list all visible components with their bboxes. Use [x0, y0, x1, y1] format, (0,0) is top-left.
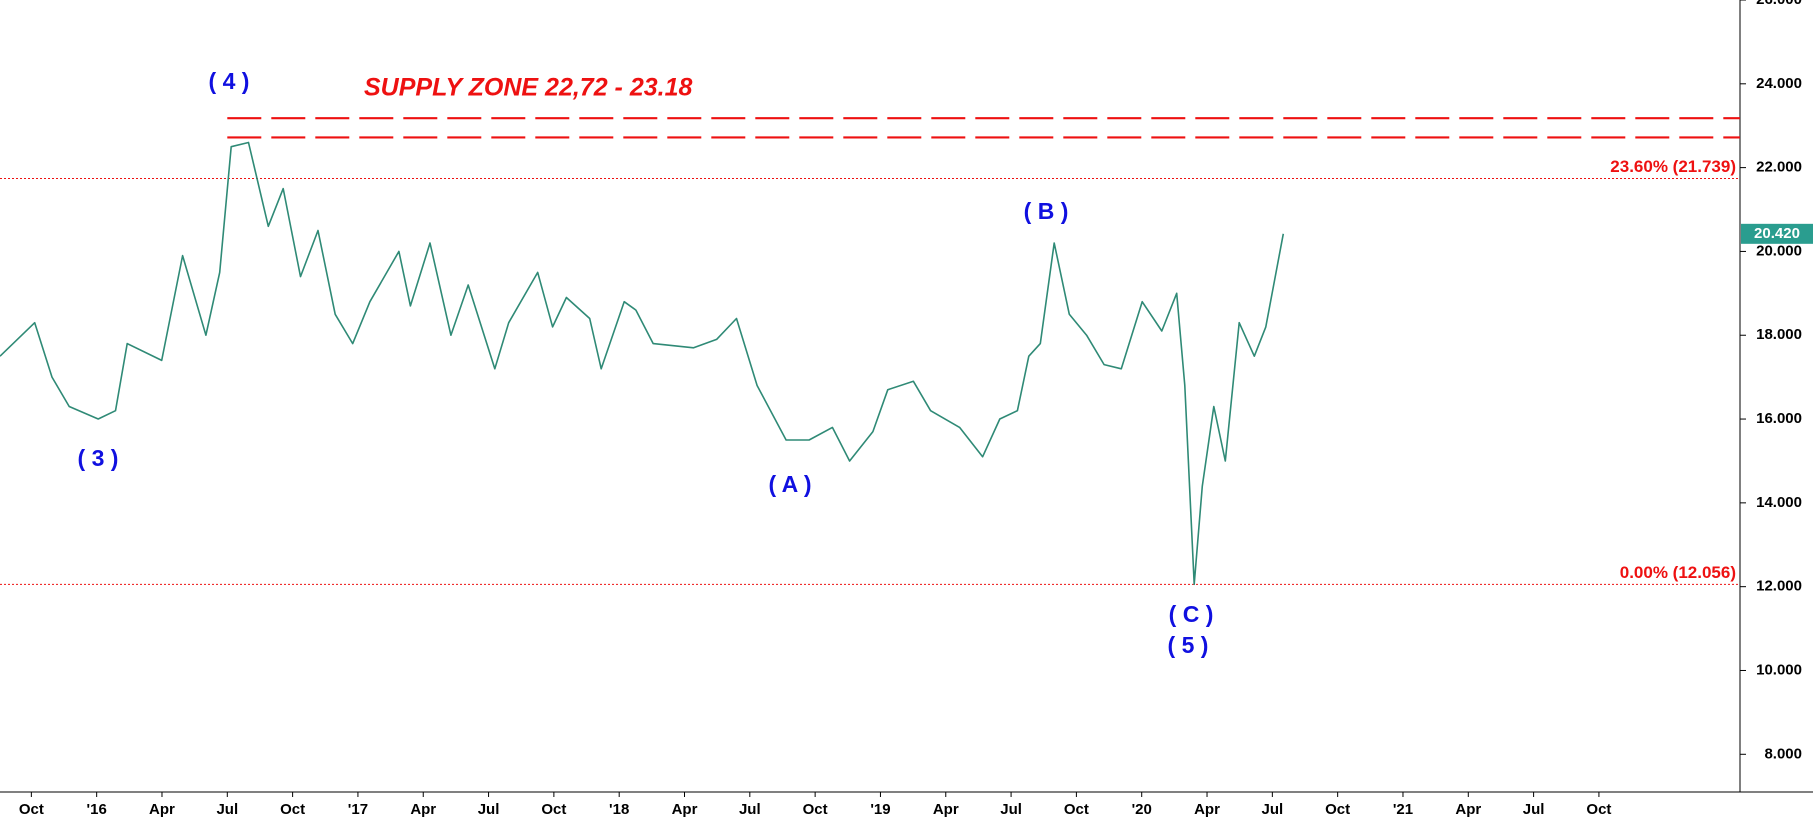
wave-label: ( 3 )	[78, 445, 119, 471]
y-tick-label: 14.000	[1756, 494, 1802, 511]
x-tick-label: Apr	[933, 801, 959, 818]
x-tick-label: Oct	[280, 801, 305, 818]
y-tick-label: 8.000	[1764, 745, 1802, 762]
x-tick-label: Oct	[1586, 801, 1611, 818]
x-tick-label: '16	[87, 801, 107, 818]
y-tick-label: 12.000	[1756, 578, 1802, 595]
y-tick-label: 22.000	[1756, 159, 1802, 176]
x-tick-label: '19	[870, 801, 890, 818]
x-tick-label: '18	[609, 801, 629, 818]
x-tick-label: '20	[1132, 801, 1152, 818]
y-tick-label: 24.000	[1756, 75, 1802, 92]
wave-label: ( 5 )	[1168, 632, 1209, 658]
y-tick-label: 18.000	[1756, 326, 1802, 343]
x-tick-label: Apr	[149, 801, 175, 818]
fib-level-label: 23.60% (21.739)	[1610, 157, 1736, 176]
x-tick-label: Jul	[739, 801, 761, 818]
x-tick-label: Apr	[410, 801, 436, 818]
x-tick-label: Jul	[1261, 801, 1283, 818]
x-tick-label: Oct	[19, 801, 44, 818]
y-tick-label: 20.000	[1756, 242, 1802, 259]
price-line	[0, 141, 1285, 586]
x-tick-label: Jul	[478, 801, 500, 818]
wave-label: ( B )	[1024, 198, 1069, 224]
supply-zone-label: SUPPLY ZONE 22,72 - 23.18	[364, 74, 692, 102]
x-tick-label: Apr	[1194, 801, 1220, 818]
x-tick-label: Oct	[1064, 801, 1089, 818]
x-tick-label: '21	[1393, 801, 1413, 818]
y-tick-label: 10.000	[1756, 661, 1802, 678]
x-tick-label: Jul	[1000, 801, 1022, 818]
x-tick-label: Oct	[1325, 801, 1350, 818]
x-tick-label: '17	[348, 801, 368, 818]
fib-level-label: 0.00% (12.056)	[1620, 563, 1736, 582]
x-tick-label: Jul	[1523, 801, 1545, 818]
x-tick-label: Apr	[1455, 801, 1481, 818]
y-tick-label: 26.000	[1756, 0, 1802, 8]
last-price-tag	[1741, 223, 1813, 244]
wave-label: ( A )	[768, 471, 811, 497]
wave-label: ( 4 )	[209, 68, 250, 94]
x-tick-label: Oct	[541, 801, 566, 818]
x-tick-label: Apr	[672, 801, 698, 818]
wave-label: ( C )	[1169, 601, 1214, 627]
last-price-label: 20.420	[1754, 225, 1800, 242]
x-tick-label: Jul	[216, 801, 238, 818]
y-tick-label: 16.000	[1756, 410, 1802, 427]
x-tick-label: Oct	[803, 801, 828, 818]
